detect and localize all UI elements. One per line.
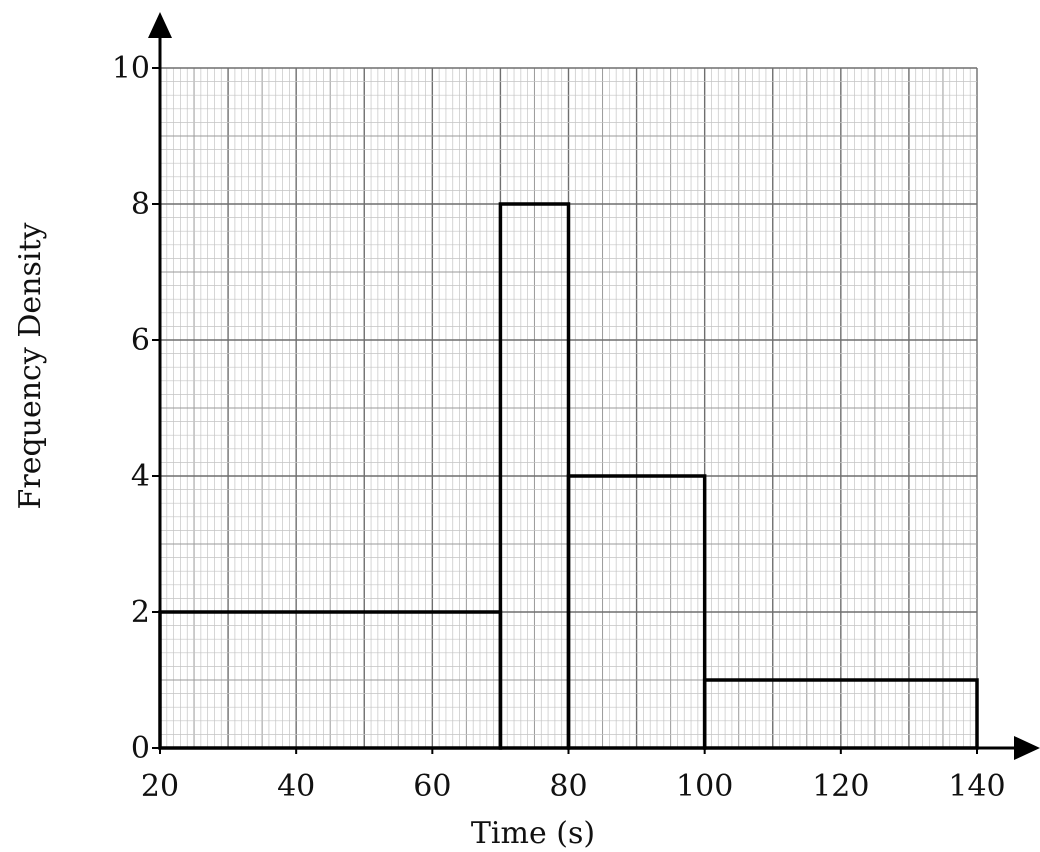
y-tick-label: 0 [131, 731, 150, 766]
y-tick-label: 10 [112, 51, 150, 86]
x-axis-label: Time (s) [471, 816, 595, 851]
x-tick-label: 60 [413, 769, 451, 804]
x-tick-label: 100 [676, 769, 733, 804]
x-tick-labels: 20 40 60 80 100 120 140 [141, 748, 1006, 804]
y-tick-label: 2 [131, 595, 150, 630]
x-axis-arrow-icon [1014, 736, 1040, 760]
y-axis-label: Frequency Density [13, 222, 48, 509]
y-tick-label: 8 [131, 187, 150, 222]
y-tick-label: 6 [131, 323, 150, 358]
x-tick-label: 40 [277, 769, 315, 804]
x-tick-label: 20 [141, 769, 179, 804]
y-axis-arrow-icon [148, 12, 172, 38]
x-tick-label: 140 [948, 769, 1005, 804]
x-tick-label: 80 [549, 769, 587, 804]
y-tick-labels: 0 2 4 6 8 10 [112, 51, 160, 766]
axes [148, 12, 1040, 760]
y-tick-label: 4 [131, 459, 150, 494]
x-tick-label: 120 [812, 769, 869, 804]
